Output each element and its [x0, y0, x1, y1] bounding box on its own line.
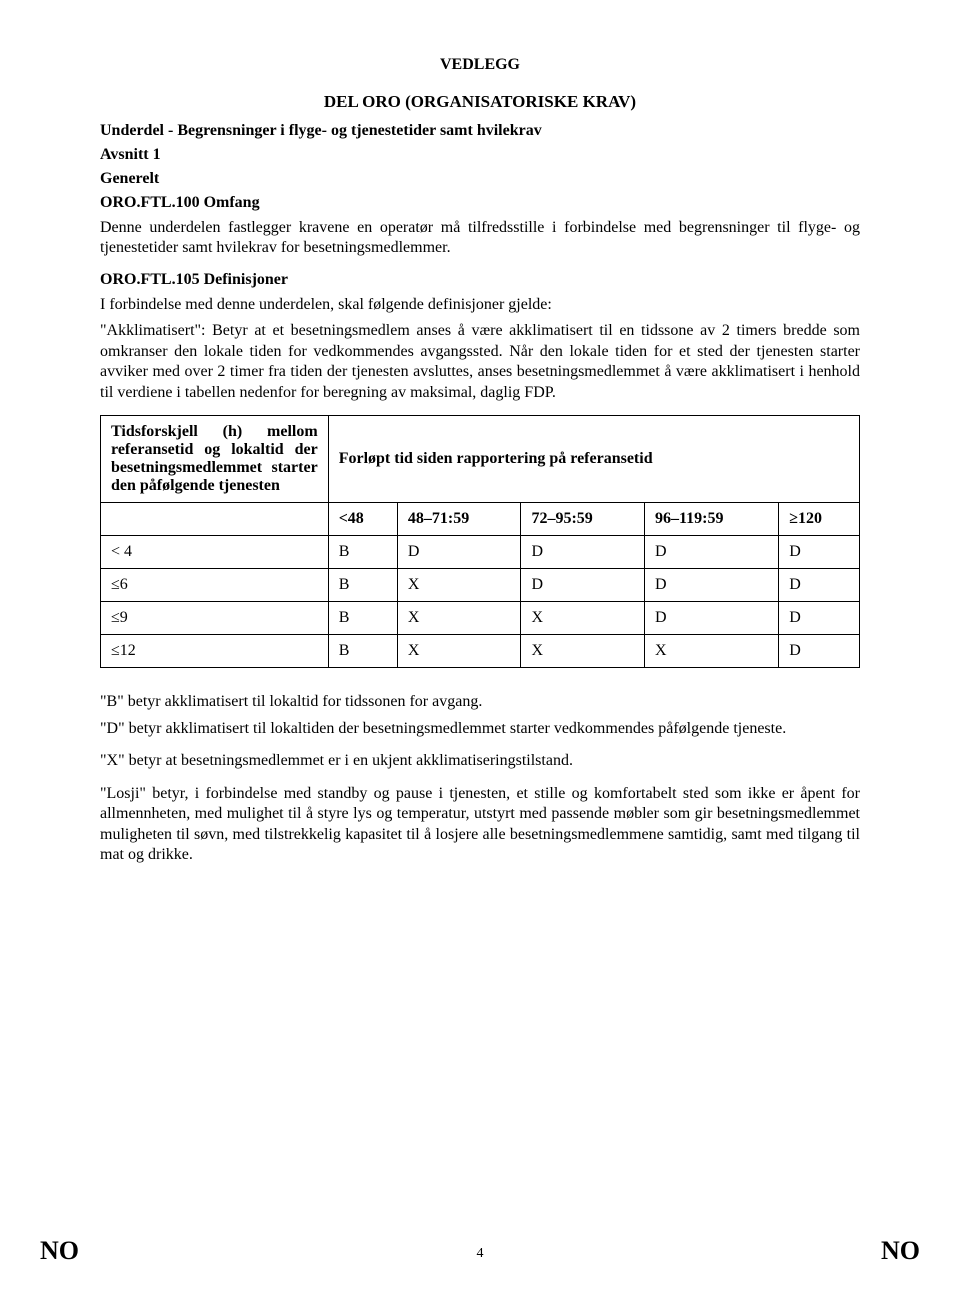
cell: X — [397, 602, 521, 635]
def-akklimatisert: "Akklimatisert": Betyr at et besetningsm… — [100, 321, 860, 403]
sec-105-intro: I forbindelse med denne underdelen, skal… — [100, 295, 860, 315]
cell: B — [328, 602, 397, 635]
cell: X — [521, 635, 645, 668]
cell: B — [328, 635, 397, 668]
cell: D — [779, 536, 860, 569]
cell: X — [645, 635, 779, 668]
def-losji: "Losji" betyr, i forbindelse med standby… — [100, 784, 860, 866]
table-col-2: 72–95:59 — [521, 503, 645, 536]
row-label: ≤6 — [101, 569, 329, 602]
table-row: ≤9 B X X D D — [101, 602, 860, 635]
cell: X — [397, 569, 521, 602]
cell: D — [521, 569, 645, 602]
table-col-1: 48–71:59 — [397, 503, 521, 536]
cell: D — [779, 569, 860, 602]
sec-100-title: ORO.FTL.100 Omfang — [100, 194, 860, 212]
cell: D — [779, 602, 860, 635]
table-col-3: 96–119:59 — [645, 503, 779, 536]
table-row: ≤6 B X D D D — [101, 569, 860, 602]
sec-105-title: ORO.FTL.105 Definisjoner — [100, 271, 860, 289]
cell: D — [645, 602, 779, 635]
row-label: < 4 — [101, 536, 329, 569]
cell: D — [645, 536, 779, 569]
cell: D — [397, 536, 521, 569]
def-x: "X" betyr at besetningsmedlemmet er i en… — [100, 751, 860, 771]
page: VEDLEGG DEL ORO (ORGANISATORISKE KRAV) U… — [0, 0, 960, 1296]
footer-left: NO — [40, 1236, 79, 1266]
subsection-underdel: Underdel - Begrensninger i flyge- og tje… — [100, 122, 860, 140]
footer-right: NO — [881, 1236, 920, 1266]
table-subheader-empty — [101, 503, 329, 536]
acclimatisation-table: Tidsforskjell (h) mellom referansetid og… — [100, 415, 860, 668]
cell: D — [779, 635, 860, 668]
subsection-avsnitt: Avsnitt 1 — [100, 146, 860, 164]
table-col-4: ≥120 — [779, 503, 860, 536]
cell: D — [521, 536, 645, 569]
section-title: DEL ORO (ORGANISATORISKE KRAV) — [100, 92, 860, 112]
cell: B — [328, 536, 397, 569]
table-header-right: Forløpt tid siden rapportering på refera… — [328, 416, 859, 503]
row-label: ≤12 — [101, 635, 329, 668]
table-row: < 4 B D D D D — [101, 536, 860, 569]
cell: X — [521, 602, 645, 635]
table-header-row: Tidsforskjell (h) mellom referansetid og… — [101, 416, 860, 503]
cell: D — [645, 569, 779, 602]
table-subheader-row: <48 48–71:59 72–95:59 96–119:59 ≥120 — [101, 503, 860, 536]
table-col-0: <48 — [328, 503, 397, 536]
def-d: "D" betyr akklimatisert til lokaltiden d… — [100, 719, 860, 739]
subsection-generelt: Generelt — [100, 170, 860, 188]
page-number: 4 — [477, 1246, 484, 1262]
attachment-label: VEDLEGG — [100, 56, 860, 74]
row-label: ≤9 — [101, 602, 329, 635]
def-b: "B" betyr akklimatisert til lokaltid for… — [100, 692, 860, 712]
table-row: ≤12 B X X X D — [101, 635, 860, 668]
table-header-left: Tidsforskjell (h) mellom referansetid og… — [101, 416, 329, 503]
cell: B — [328, 569, 397, 602]
cell: X — [397, 635, 521, 668]
sec-100-body: Denne underdelen fastlegger kravene en o… — [100, 218, 860, 259]
